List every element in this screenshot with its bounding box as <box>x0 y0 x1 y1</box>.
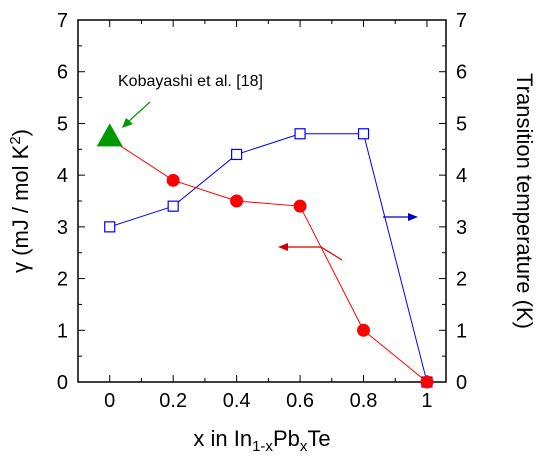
x-tick-label: 0.2 <box>159 390 187 412</box>
y-left-tick-label: 3 <box>57 217 68 239</box>
series-line-right <box>109 133 428 383</box>
y-left-tick-label: 6 <box>57 62 68 84</box>
series-line-left <box>109 138 428 383</box>
y-left-tick-label: 7 <box>57 10 68 32</box>
annotation-layer: Kobayashi et al. [18] <box>118 73 418 261</box>
series-marker-circle <box>420 375 434 389</box>
y-left-tick-label: 1 <box>57 320 68 342</box>
y-right-tick-label: 1 <box>456 320 467 342</box>
right-axis-arrow-head <box>408 213 418 221</box>
y-right-tick-label: 4 <box>456 165 467 187</box>
series-marker-square <box>104 221 116 233</box>
series-marker-circle <box>166 173 180 187</box>
y-left-tick-label: 2 <box>57 269 68 291</box>
y-right-tick-label: 0 <box>456 372 467 394</box>
y-right-tick-label: 6 <box>456 62 467 84</box>
y-left-tick-label: 0 <box>57 372 68 394</box>
y-right-tick-label: 5 <box>456 113 467 135</box>
y-left-tick-label: 4 <box>57 165 68 187</box>
x-tick-label: 0.6 <box>286 390 314 412</box>
reference-pointer-line <box>127 101 151 123</box>
x-axis-label: x in In1-xPbxTe <box>193 426 330 455</box>
left-axis-arrow-head <box>278 243 288 251</box>
reference-pointer-head <box>122 118 133 128</box>
series-marker-circle <box>293 199 307 213</box>
left-axis-arrow-line <box>282 246 343 261</box>
series-layer <box>96 123 434 389</box>
y-right-tick-label: 3 <box>456 217 467 239</box>
y-left-tick-label: 5 <box>57 113 68 135</box>
y-right-tick-label: 2 <box>456 269 467 291</box>
y-axis-right-label: Transition temperature (K) <box>512 73 537 329</box>
x-tick-label: 0.8 <box>350 390 378 412</box>
x-tick-label: 0.4 <box>223 390 251 412</box>
series-marker-square <box>231 148 243 161</box>
reference-triangle-marker <box>96 123 123 147</box>
tick-labels: 0 0.2 0.4 0.6 0.8 1 0 0 1 1 2 2 3 3 4 4 5 5 6 6 7 7 <box>57 10 467 412</box>
y-right-tick-label: 7 <box>456 10 467 32</box>
y-axis-left-label: γ (mJ / mol K2) <box>7 129 33 273</box>
ticks <box>78 19 446 383</box>
series-marker-square <box>294 128 306 140</box>
series-marker-circle <box>230 194 244 208</box>
x-tick-label: 1 <box>421 390 432 412</box>
x-tick-label: 0 <box>104 390 115 412</box>
reference-label: Kobayashi et al. [18] <box>118 73 263 90</box>
series-marker-circle <box>357 323 371 337</box>
series-marker-square <box>357 128 370 140</box>
series-marker-square <box>167 200 179 212</box>
